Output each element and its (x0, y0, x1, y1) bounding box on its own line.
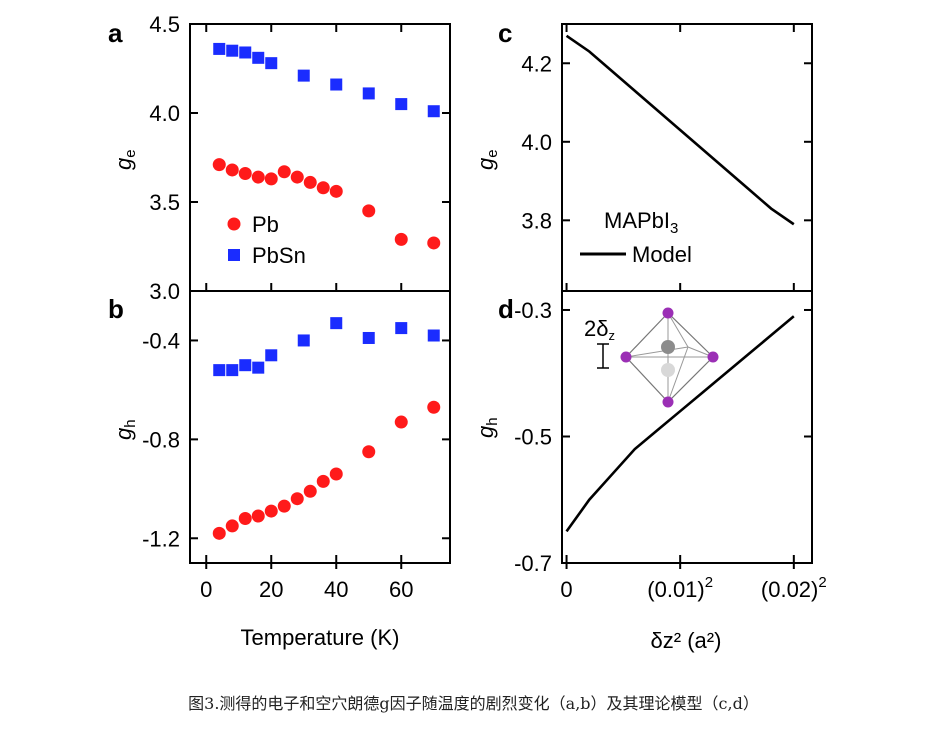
panel-b-xtick-label: 0 (200, 577, 212, 602)
panel-d-ytick-label: -0.7 (514, 551, 552, 576)
panel-b-pb-point (316, 474, 330, 488)
panel-a-pb-point (238, 167, 252, 181)
panel-b-frame (189, 290, 451, 564)
panel-b-xtick-label: 40 (324, 577, 348, 602)
panel-label-b: b (108, 294, 124, 324)
panel-b-pb-point (303, 484, 317, 498)
panel-a-pbsn-point (213, 42, 226, 55)
inset-vertex-atom (707, 351, 719, 363)
panel-d-xtick-label: 0 (560, 577, 572, 602)
panel-a-ytick-label: 3.5 (149, 190, 180, 215)
panel-a-pbsn-point (226, 44, 239, 57)
panel-b-ytick-label: -0.4 (142, 328, 180, 353)
panel-b-pbsn-point (252, 361, 265, 374)
panel-b-pb-point (264, 504, 278, 518)
panel-c-ytick-label: 4.0 (521, 130, 552, 155)
panel-a-pbsn-point (252, 51, 265, 64)
panel-label-c: c (498, 18, 512, 48)
panel-b-pbsn-point (395, 322, 408, 335)
panel-d-ylabel: gh (473, 417, 501, 438)
legend-pbsn-marker (228, 249, 240, 261)
panel-b-ytick-label: -0.8 (142, 427, 180, 452)
panel-d-xtick-label: (0.01)2 (647, 574, 713, 602)
legend-pb-label: Pb (252, 212, 279, 237)
legend-pbsn-label: PbSn (252, 243, 306, 268)
panel-a-pb-point (362, 204, 376, 218)
panel-b-pb-point (394, 415, 408, 429)
panel-b-pb-point (290, 492, 304, 506)
inset-center-atom (661, 340, 675, 354)
panel-a-pb-point (316, 181, 330, 195)
panel-a-pb-point (329, 184, 343, 198)
panel-b-pbsn-point (226, 364, 239, 377)
octahedron-inset: 2δz (584, 307, 719, 408)
panel-a-pb-point (427, 236, 441, 250)
panel-b-pbsn-point (427, 329, 440, 342)
figure: a b c d ge gh ge gh Temperature (K) δz² … (108, 12, 827, 653)
panel-a-ytick-label: 4.5 (149, 12, 180, 37)
panel-b-pb-point (362, 445, 376, 459)
inset-vertex-atom (620, 351, 632, 363)
panel-a-pb-point (290, 170, 304, 184)
panel-a-pb-point (394, 232, 408, 246)
panel-a-pb-point (212, 158, 226, 172)
panel-b-pbsn-point (362, 331, 375, 344)
panel-d-ytick-label: -0.3 (514, 298, 552, 323)
panel-a-ytick-label: 3.0 (149, 279, 180, 304)
inset-label: 2δz (584, 316, 615, 343)
panel-b-pb-point (277, 499, 291, 513)
panel-b-pbsn-point (265, 349, 278, 362)
panel-c-ytick-label: 4.2 (521, 51, 552, 76)
panel-b-pb-point (225, 519, 239, 533)
panel-a-pbsn-point (330, 78, 343, 91)
panel-a-ylabel: ge (111, 149, 139, 170)
panel-a-pb-point (251, 170, 265, 184)
panel-b-ylabel: gh (111, 419, 139, 440)
panel-a-pbsn-point (362, 87, 375, 100)
panel-d-xlabel: δz² (a²) (651, 628, 722, 653)
panel-a-pb-point (303, 175, 317, 189)
panel-b-pb-point (251, 509, 265, 523)
panel-b-pb-point (238, 511, 252, 525)
panel-d-ytick-label: -0.5 (514, 424, 552, 449)
legend-material: MAPbI3 (604, 208, 678, 237)
panel-c-legend: MAPbI3 Model (580, 208, 692, 267)
inset-vertex-atom (662, 307, 674, 319)
panel-a-pbsn-point (297, 69, 310, 82)
panel-b-pbsn-point (297, 334, 310, 347)
panel-d-xtick-label: (0.02)2 (761, 574, 827, 602)
panel-b-xtick-label: 20 (259, 577, 283, 602)
legend-pb-marker (227, 217, 241, 231)
panel-c-ylabel: ge (473, 149, 501, 170)
panel-d-model-line (565, 315, 795, 533)
panel-a-pb-point (277, 165, 291, 179)
panel-b-pb-point (212, 526, 226, 540)
panel-b-pb-point (427, 400, 441, 414)
inset-vertex-atom (662, 396, 674, 408)
legend-model-label: Model (632, 242, 692, 267)
panel-a-pb-point (225, 163, 239, 177)
panel-a-pbsn-point (265, 57, 278, 70)
panel-a-ytick-label: 4.0 (149, 101, 180, 126)
panel-b-pbsn-point (330, 317, 343, 330)
panel-b-pb-point (329, 467, 343, 481)
panel-b-pbsn-point (239, 359, 252, 372)
panel-label-d: d (498, 294, 514, 324)
panel-c-ytick-label: 3.8 (521, 208, 552, 233)
figure-caption: 图3.测得的电子和空穴朗德g因子随温度的剧烈变化（a,b）及其理论模型（c,d） (188, 694, 759, 713)
panel-b-xlabel: Temperature (K) (241, 625, 400, 650)
panel-c-model-line (565, 34, 795, 226)
panel-label-a: a (108, 18, 123, 48)
chart-marks: 3.0 3.5 4.0 4.5 -1.2 -0.8 -0.4 0 20 40 60 3.8 4.0 4.2… (142, 12, 827, 602)
panel-a-pbsn-point (239, 46, 252, 59)
panel-b-ytick-label: -1.2 (142, 526, 180, 551)
panel-d-frame (561, 290, 813, 564)
panel-b-pbsn-point (213, 364, 226, 377)
panel-a-pbsn-point (427, 105, 440, 118)
panel-a-pbsn-point (395, 98, 408, 111)
panel-b-xtick-label: 60 (389, 577, 413, 602)
panel-a-legend: Pb PbSn (227, 212, 306, 268)
panel-a-pb-point (264, 172, 278, 186)
inset-center-atom-ghost (661, 363, 675, 377)
